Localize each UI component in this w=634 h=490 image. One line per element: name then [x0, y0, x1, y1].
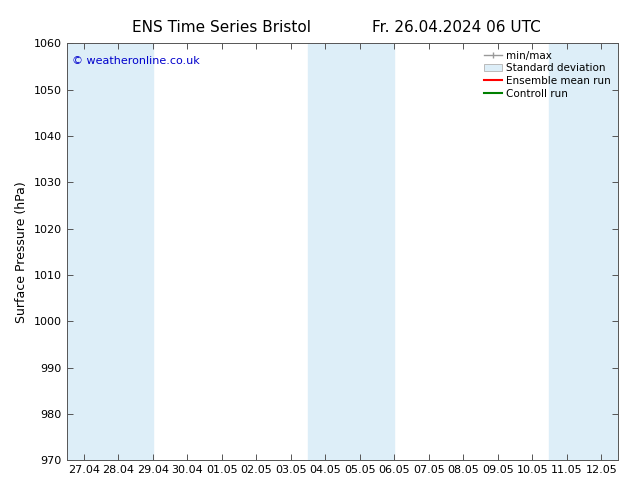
Text: Fr. 26.04.2024 06 UTC: Fr. 26.04.2024 06 UTC	[372, 20, 541, 35]
Legend: min/max, Standard deviation, Ensemble mean run, Controll run: min/max, Standard deviation, Ensemble me…	[479, 47, 616, 103]
Bar	[308, 44, 394, 460]
Text: © weatheronline.co.uk: © weatheronline.co.uk	[72, 56, 200, 66]
Bar	[550, 44, 619, 460]
Bar	[67, 44, 153, 460]
Text: ENS Time Series Bristol: ENS Time Series Bristol	[133, 20, 311, 35]
Y-axis label: Surface Pressure (hPa): Surface Pressure (hPa)	[15, 181, 28, 323]
